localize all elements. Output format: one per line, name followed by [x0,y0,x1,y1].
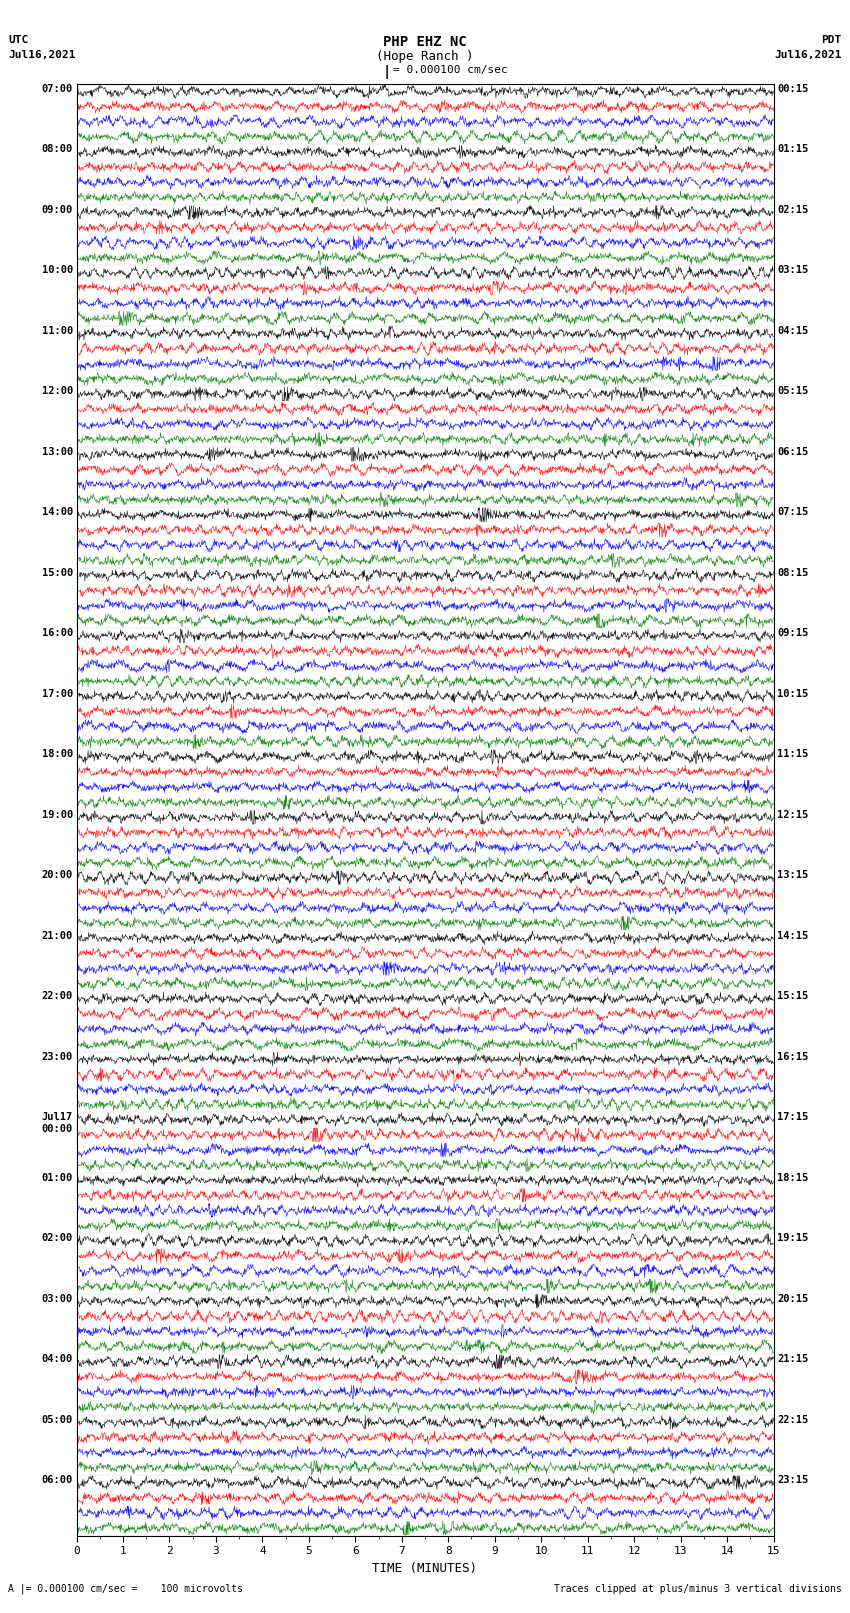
Text: 00:15: 00:15 [777,84,808,94]
Text: 14:00: 14:00 [42,506,73,518]
Text: 14:15: 14:15 [777,931,808,940]
Text: 23:15: 23:15 [777,1474,808,1486]
Text: 11:00: 11:00 [42,326,73,336]
Text: 09:00: 09:00 [42,205,73,215]
Text: 03:00: 03:00 [42,1294,73,1303]
Text: 22:00: 22:00 [42,990,73,1002]
Text: 02:15: 02:15 [777,205,808,215]
Text: 20:00: 20:00 [42,871,73,881]
Text: 19:00: 19:00 [42,810,73,819]
Text: 20:15: 20:15 [777,1294,808,1303]
Text: 16:15: 16:15 [777,1052,808,1061]
Text: 07:00: 07:00 [42,84,73,94]
Text: 22:15: 22:15 [777,1415,808,1424]
Text: 21:15: 21:15 [777,1355,808,1365]
Text: 08:15: 08:15 [777,568,808,577]
Text: UTC: UTC [8,35,29,45]
Text: 05:15: 05:15 [777,387,808,397]
Text: (Hope Ranch ): (Hope Ranch ) [377,50,473,63]
Text: 15:00: 15:00 [42,568,73,577]
Text: 11:15: 11:15 [777,748,808,760]
Text: |: | [382,65,391,79]
Text: 13:15: 13:15 [777,871,808,881]
Text: Jul17
00:00: Jul17 00:00 [42,1113,73,1134]
Text: 08:00: 08:00 [42,145,73,155]
Text: 07:15: 07:15 [777,506,808,518]
Text: 06:00: 06:00 [42,1474,73,1486]
Text: 12:15: 12:15 [777,810,808,819]
Text: 21:00: 21:00 [42,931,73,940]
Text: 17:00: 17:00 [42,689,73,698]
Text: 01:15: 01:15 [777,145,808,155]
Text: Jul16,2021: Jul16,2021 [8,50,76,60]
Text: 16:00: 16:00 [42,629,73,639]
Text: 02:00: 02:00 [42,1232,73,1244]
X-axis label: TIME (MINUTES): TIME (MINUTES) [372,1561,478,1574]
Text: 12:00: 12:00 [42,387,73,397]
Text: 18:00: 18:00 [42,748,73,760]
Text: A |= 0.000100 cm/sec =    100 microvolts: A |= 0.000100 cm/sec = 100 microvolts [8,1582,243,1594]
Text: 10:15: 10:15 [777,689,808,698]
Text: Traces clipped at plus/minus 3 vertical divisions: Traces clipped at plus/minus 3 vertical … [553,1584,842,1594]
Text: 13:00: 13:00 [42,447,73,456]
Text: 04:00: 04:00 [42,1355,73,1365]
Text: 18:15: 18:15 [777,1173,808,1182]
Text: 23:00: 23:00 [42,1052,73,1061]
Text: 15:15: 15:15 [777,990,808,1002]
Text: 09:15: 09:15 [777,629,808,639]
Text: 19:15: 19:15 [777,1232,808,1244]
Text: PDT: PDT [821,35,842,45]
Text: 03:15: 03:15 [777,266,808,276]
Text: PHP EHZ NC: PHP EHZ NC [383,35,467,50]
Text: 06:15: 06:15 [777,447,808,456]
Text: = 0.000100 cm/sec: = 0.000100 cm/sec [393,65,507,74]
Text: Jul16,2021: Jul16,2021 [774,50,842,60]
Text: 17:15: 17:15 [777,1113,808,1123]
Text: 04:15: 04:15 [777,326,808,336]
Text: 01:00: 01:00 [42,1173,73,1182]
Text: 10:00: 10:00 [42,266,73,276]
Text: 05:00: 05:00 [42,1415,73,1424]
